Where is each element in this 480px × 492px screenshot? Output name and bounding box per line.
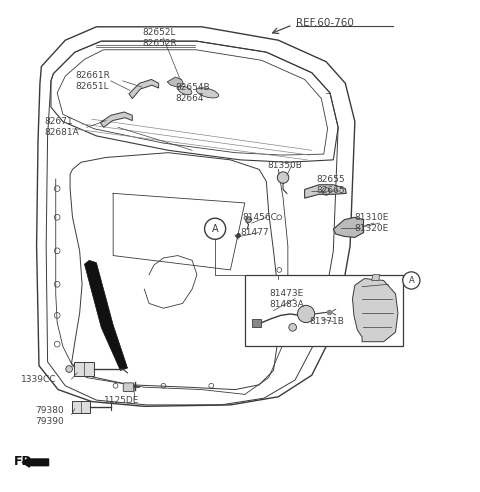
Polygon shape bbox=[333, 217, 363, 237]
Text: 82654B
82664: 82654B 82664 bbox=[175, 83, 210, 103]
Text: FR.: FR. bbox=[14, 455, 37, 468]
Text: A: A bbox=[212, 224, 218, 234]
Text: 81371B: 81371B bbox=[310, 317, 344, 326]
Text: 81473E
81483A: 81473E 81483A bbox=[270, 289, 304, 308]
Polygon shape bbox=[84, 260, 128, 370]
FancyBboxPatch shape bbox=[72, 400, 90, 413]
Circle shape bbox=[246, 217, 252, 222]
Circle shape bbox=[204, 218, 226, 239]
Polygon shape bbox=[129, 79, 158, 98]
Text: 82661R
82651L: 82661R 82651L bbox=[75, 71, 110, 91]
Text: 79380
79390: 79380 79390 bbox=[35, 406, 64, 426]
Ellipse shape bbox=[178, 86, 192, 94]
Text: 81310E
81320E: 81310E 81320E bbox=[355, 213, 389, 233]
FancyBboxPatch shape bbox=[252, 319, 261, 327]
Text: 1339CC: 1339CC bbox=[21, 374, 56, 384]
Text: 81350B: 81350B bbox=[268, 161, 302, 170]
Circle shape bbox=[403, 272, 420, 289]
Text: 81456C: 81456C bbox=[242, 213, 277, 222]
Text: 82655
82665: 82655 82665 bbox=[317, 175, 345, 195]
Text: 81477: 81477 bbox=[240, 228, 269, 237]
Text: REF.60-760: REF.60-760 bbox=[297, 18, 354, 28]
Circle shape bbox=[66, 366, 72, 372]
Polygon shape bbox=[100, 112, 132, 127]
FancyBboxPatch shape bbox=[123, 383, 134, 392]
FancyBboxPatch shape bbox=[74, 362, 94, 376]
Text: 82652L
82652R: 82652L 82652R bbox=[142, 28, 177, 48]
Text: A: A bbox=[408, 276, 414, 285]
Ellipse shape bbox=[196, 88, 218, 98]
Polygon shape bbox=[305, 184, 346, 198]
Polygon shape bbox=[352, 278, 398, 342]
Circle shape bbox=[298, 306, 315, 323]
FancyArrow shape bbox=[22, 458, 48, 467]
FancyBboxPatch shape bbox=[245, 275, 403, 345]
Polygon shape bbox=[372, 275, 380, 280]
Circle shape bbox=[289, 324, 297, 331]
Text: 1125DE: 1125DE bbox=[104, 396, 139, 404]
Polygon shape bbox=[167, 77, 183, 87]
Text: 82671
82681A: 82671 82681A bbox=[45, 117, 80, 137]
Circle shape bbox=[277, 172, 289, 184]
